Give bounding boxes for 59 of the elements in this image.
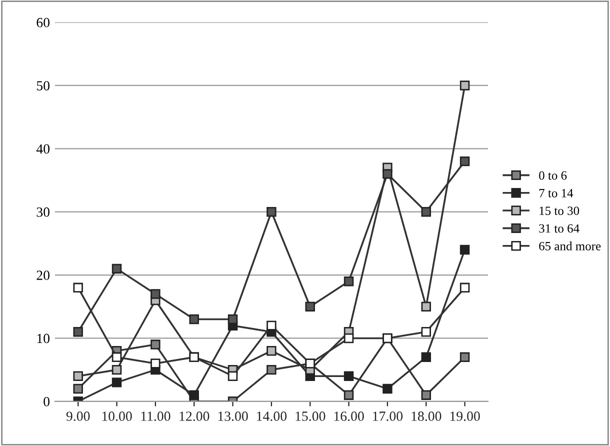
point [266,206,276,217]
point [344,333,354,344]
point [460,282,470,293]
point [344,390,354,400]
x-tick-label: 17.00 [373,412,403,421]
point [421,352,431,362]
point [112,364,122,375]
point [344,276,354,286]
legend-label: 15 to 30 [540,206,580,216]
legend-label: 7 to 14 [539,188,574,198]
y-tick-label: 30 [36,207,50,217]
point [305,302,315,312]
point [150,340,160,350]
legend-label: 65 and more [539,242,601,250]
point [73,384,83,394]
x-tick-label: 11.00 [141,412,170,421]
x-tick-label: 16.00 [334,412,364,421]
y-tick-label: 0 [44,396,50,406]
x-tick-label: 10.00 [102,412,132,421]
point [112,264,122,274]
point [266,320,276,330]
point [189,390,199,400]
x-tick-label: 13.00 [218,412,248,421]
point [73,327,83,337]
point [112,378,122,388]
x-tick-label: 14.00 [257,412,287,421]
point [460,156,470,166]
point [382,169,392,179]
point [228,371,238,381]
y-tick-label: 20 [36,270,50,280]
point [460,352,470,362]
point [73,282,83,293]
x-tick-label: 18.00 [412,412,442,421]
point [421,327,431,337]
legend-label: 31 to 64 [539,224,580,233]
point [421,390,431,400]
point [266,364,276,375]
point [344,371,354,381]
point [421,302,431,312]
x-tick-label: 19.00 [450,412,480,421]
point [266,346,276,356]
point [460,80,470,90]
y-tick-label: 10 [37,334,50,344]
point [112,352,122,362]
point [460,244,470,255]
x-tick-label: 15.00 [296,412,326,421]
y-tick-label: 40 [36,144,50,154]
x-tick-label: 9.00 [66,412,90,421]
point [421,206,431,217]
point [228,314,238,324]
y-tick-label: 60 [36,18,50,28]
legend-label: 0 to 6 [539,171,567,180]
point [73,371,83,381]
x-tick-label: 12.00 [180,412,210,421]
point [150,289,160,299]
point [382,384,392,394]
point [150,358,160,368]
point [189,314,199,324]
y-tick-label: 50 [36,81,50,90]
